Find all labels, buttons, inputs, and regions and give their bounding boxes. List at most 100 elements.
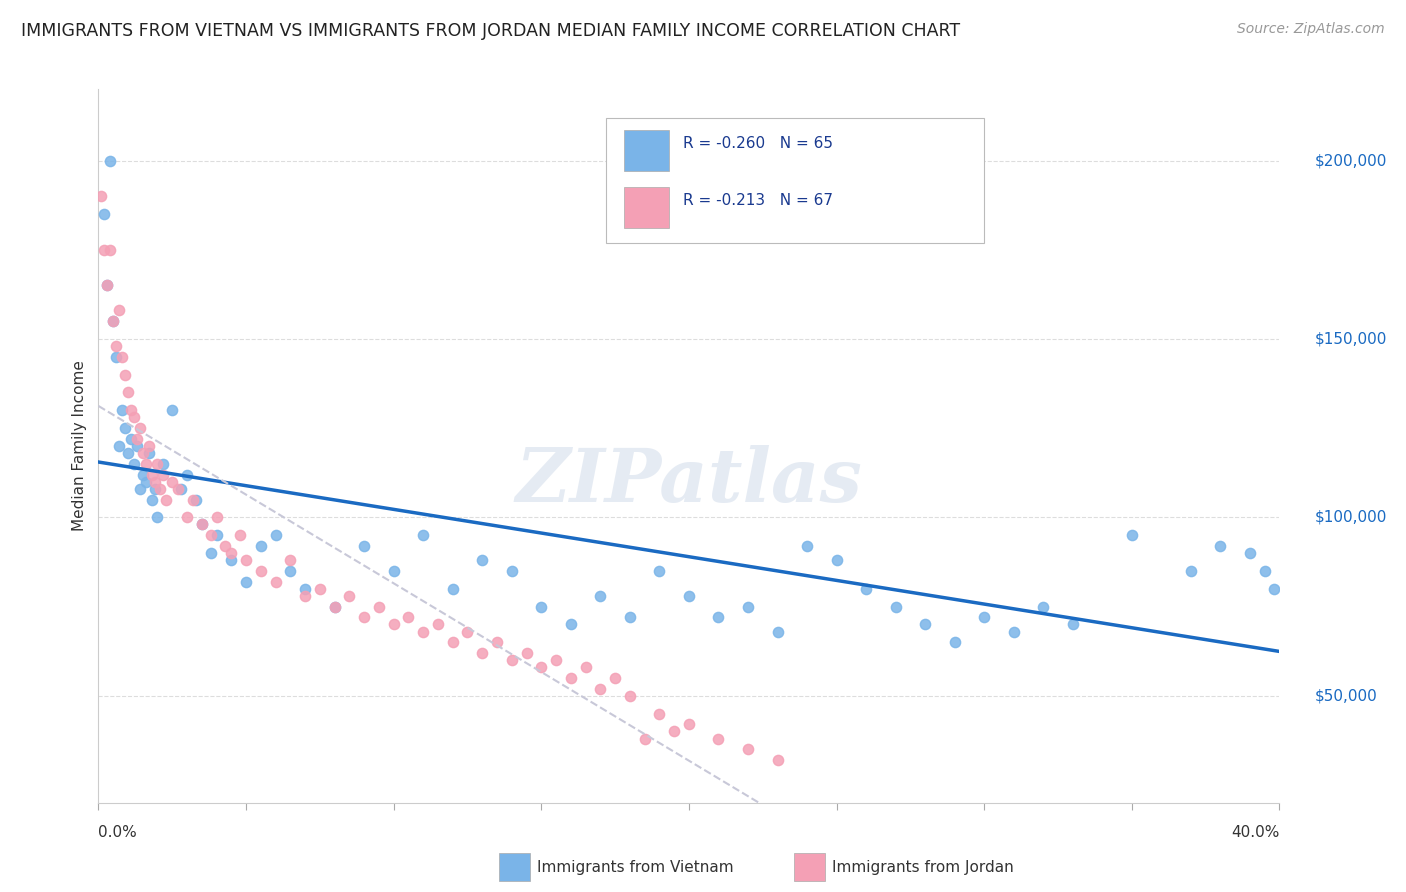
Point <box>143 482 166 496</box>
Point <box>605 671 627 685</box>
Point <box>214 539 236 553</box>
Point <box>143 475 166 489</box>
Point <box>235 553 257 567</box>
Point <box>1180 564 1202 578</box>
Point <box>574 660 596 674</box>
Point <box>98 243 121 257</box>
Point <box>1062 617 1084 632</box>
Point <box>678 589 700 603</box>
Point <box>200 546 222 560</box>
Point <box>205 528 228 542</box>
Point <box>135 475 157 489</box>
Point <box>219 546 242 560</box>
Point <box>427 617 450 632</box>
Point <box>530 660 553 674</box>
Point <box>707 731 730 746</box>
Point <box>648 706 671 721</box>
Point <box>530 599 553 614</box>
Point <box>146 510 169 524</box>
Point <box>111 403 134 417</box>
Point <box>707 610 730 624</box>
Point <box>353 539 375 553</box>
Point <box>191 517 214 532</box>
Point <box>122 457 145 471</box>
Point <box>132 467 155 482</box>
Point <box>973 610 995 624</box>
Point <box>678 717 700 731</box>
Point <box>544 653 567 667</box>
Point <box>337 589 360 603</box>
Point <box>103 314 125 328</box>
Point <box>122 410 145 425</box>
Point <box>229 528 252 542</box>
Point <box>294 582 316 596</box>
Point <box>737 742 759 756</box>
Point <box>323 599 346 614</box>
Point <box>138 446 160 460</box>
Point <box>353 610 375 624</box>
Point <box>619 689 641 703</box>
Point <box>250 564 273 578</box>
Point <box>648 564 671 578</box>
Point <box>589 681 612 696</box>
Point <box>560 617 582 632</box>
Point <box>111 350 134 364</box>
Y-axis label: Median Family Income: Median Family Income <box>72 360 87 532</box>
Point <box>152 457 174 471</box>
Point <box>501 653 523 667</box>
Point <box>486 635 509 649</box>
Point <box>250 539 273 553</box>
Text: Immigrants from Jordan: Immigrants from Jordan <box>832 860 1014 874</box>
Text: ZIPatlas: ZIPatlas <box>516 445 862 518</box>
Point <box>117 385 139 400</box>
Point <box>125 432 148 446</box>
Point <box>619 610 641 624</box>
Point <box>132 446 155 460</box>
Point <box>766 753 789 767</box>
Point <box>855 582 877 596</box>
Point <box>205 510 228 524</box>
Text: $100,000: $100,000 <box>1315 510 1386 524</box>
Text: $150,000: $150,000 <box>1315 332 1386 346</box>
Point <box>219 553 242 567</box>
Point <box>181 492 204 507</box>
Point <box>103 314 125 328</box>
Point <box>278 553 302 567</box>
Point <box>128 421 150 435</box>
Point <box>125 439 148 453</box>
Bar <box>624 187 669 228</box>
Point <box>167 482 190 496</box>
FancyBboxPatch shape <box>606 118 984 243</box>
Text: $50,000: $50,000 <box>1315 689 1378 703</box>
Point <box>309 582 332 596</box>
Point <box>141 467 163 482</box>
Point <box>141 492 163 507</box>
Point <box>515 646 537 660</box>
Point <box>633 731 655 746</box>
Point <box>396 610 419 624</box>
Point <box>294 589 316 603</box>
Point <box>162 403 183 417</box>
Point <box>323 599 346 614</box>
Point <box>471 553 494 567</box>
Point <box>1002 624 1025 639</box>
Point <box>184 492 207 507</box>
Point <box>589 589 612 603</box>
Point <box>382 564 405 578</box>
Point <box>737 599 759 614</box>
Point <box>943 635 966 649</box>
Point <box>914 617 936 632</box>
Text: R = -0.260   N = 65: R = -0.260 N = 65 <box>683 136 832 151</box>
Point <box>191 517 214 532</box>
Point <box>1263 582 1285 596</box>
Point <box>1239 546 1261 560</box>
Point <box>200 528 222 542</box>
Point <box>560 671 582 685</box>
Point <box>471 646 494 660</box>
Point <box>108 439 131 453</box>
Point <box>441 582 464 596</box>
Text: Source: ZipAtlas.com: Source: ZipAtlas.com <box>1237 22 1385 37</box>
Point <box>135 457 157 471</box>
Point <box>456 624 478 639</box>
Point <box>96 278 118 293</box>
